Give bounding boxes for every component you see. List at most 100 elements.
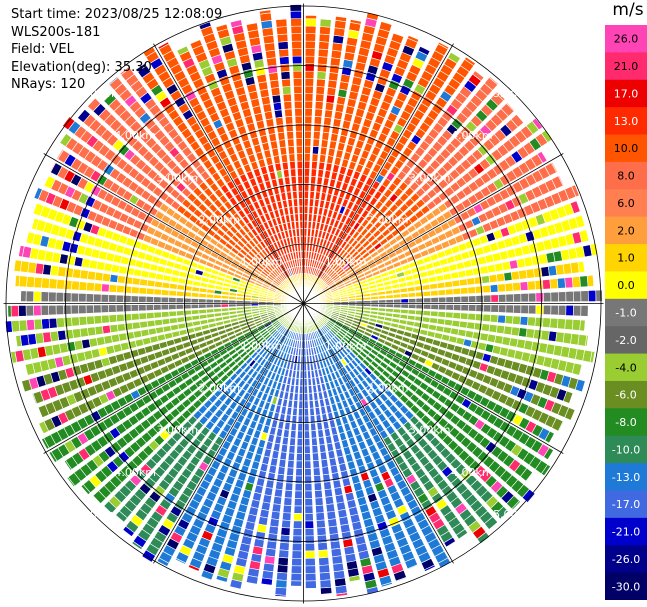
range-gate (377, 311, 386, 317)
range-gate (220, 299, 229, 304)
range-gate (169, 317, 178, 325)
range-gate (312, 459, 320, 469)
range-gate (284, 116, 294, 125)
range-gate (304, 482, 313, 492)
range-gate (347, 305, 357, 309)
range-gate (316, 63, 328, 73)
range-gate (376, 315, 386, 321)
range-gate (315, 221, 321, 231)
range-gate (138, 287, 148, 295)
range-gate (303, 198, 309, 207)
range-gate (318, 161, 326, 171)
range-gate (269, 194, 276, 204)
range-gate (205, 298, 214, 304)
range-gate (291, 542, 303, 552)
range-gate (55, 291, 65, 303)
range-gate (320, 139, 329, 149)
range-gate (489, 314, 499, 323)
range-gate (398, 319, 408, 325)
range-gate (215, 320, 225, 327)
range-gate (444, 288, 454, 296)
range-gate (289, 384, 295, 394)
range-gate (460, 304, 469, 312)
range-gate (299, 228, 304, 237)
range-gate (313, 392, 319, 401)
range-gate (303, 258, 306, 267)
range-gate (303, 190, 309, 199)
range-gate (355, 300, 364, 304)
range-gate (385, 299, 394, 304)
range-gate (275, 116, 284, 126)
range-gate (319, 26, 331, 36)
range-gate (132, 330, 143, 339)
range-gate (464, 330, 475, 339)
ring-label: 5.00km (72, 508, 114, 521)
range-gate (275, 169, 284, 179)
range-gate (130, 295, 139, 303)
colorbar-unit: m/s (612, 0, 644, 20)
range-gate (295, 468, 303, 477)
range-gate (278, 139, 287, 149)
range-gate (329, 533, 340, 543)
range-gate (48, 317, 58, 329)
range-gate (25, 290, 35, 302)
range-gate (281, 86, 292, 95)
range-gate (317, 48, 329, 58)
range-gate (482, 304, 492, 313)
range-gate (286, 406, 293, 416)
range-gate (369, 291, 379, 297)
range-gate (323, 428, 332, 438)
range-gate (436, 281, 446, 289)
range-gate (442, 326, 452, 335)
range-gate (327, 450, 336, 460)
range-gate (40, 304, 50, 316)
range-gate (317, 549, 329, 559)
range-gate (512, 304, 522, 314)
range-gate (288, 229, 293, 238)
range-gate (116, 275, 126, 284)
range-gate (518, 327, 528, 338)
range-gate (290, 572, 302, 582)
range-gate (319, 18, 332, 28)
range-gate (243, 300, 252, 304)
ring-label: 5.00km (493, 508, 535, 521)
range-gate (488, 76, 499, 86)
range-gate (162, 325, 172, 333)
range-gate (391, 317, 401, 324)
range-gate (207, 278, 217, 285)
start-time: Start time: 2023/08/25 12:08:09 (11, 7, 223, 22)
range-gate (316, 519, 326, 529)
colorbar-tick-label: 0.0 (617, 279, 635, 292)
range-gate (406, 286, 416, 293)
range-gate (236, 293, 245, 298)
elevation: Elevation(deg): 35.30 (11, 59, 152, 75)
range-gate (417, 45, 431, 56)
range-gate (451, 279, 461, 288)
range-gate (161, 281, 171, 289)
range-gate (303, 385, 308, 394)
range-gate (290, 580, 302, 587)
range-gate (423, 304, 432, 310)
range-gate (147, 327, 157, 336)
range-gate (320, 215, 327, 225)
range-gate (265, 303, 274, 306)
range-gate (175, 304, 184, 310)
range-gate (540, 129, 553, 143)
colorbar: 26.021.017.013.010.08.06.02.01.00.0-1.0-… (605, 25, 647, 600)
colorbar-tick-label: 10.0 (614, 142, 639, 155)
range-gate (310, 228, 316, 238)
range-gate (293, 512, 303, 522)
range-gate (290, 168, 297, 177)
range-gate (146, 319, 156, 328)
range-gate (504, 315, 514, 325)
range-gate (550, 304, 559, 316)
range-gate (290, 565, 302, 574)
range-gate (153, 311, 163, 319)
range-gate (305, 33, 317, 42)
range-gate (458, 320, 468, 329)
range-gate (482, 313, 491, 323)
range-gate (78, 316, 88, 326)
ring-label: 4.00km (451, 466, 493, 479)
range-gate (308, 205, 314, 215)
range-gate (286, 130, 295, 140)
